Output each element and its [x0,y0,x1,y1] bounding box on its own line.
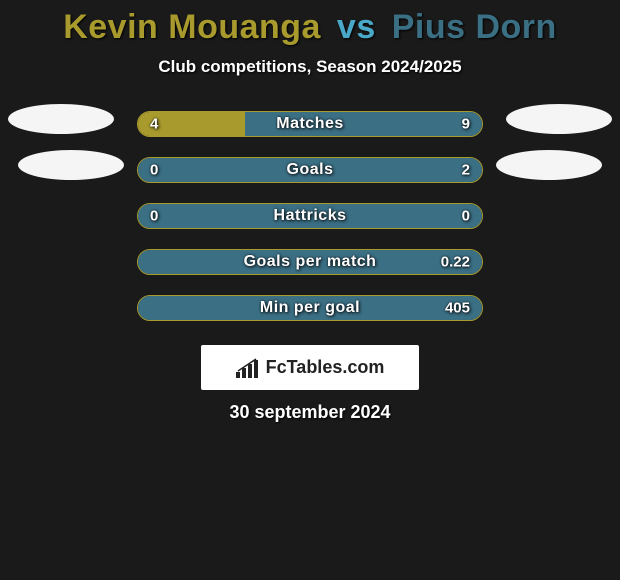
stat-value-right: 405 [445,300,470,317]
stat-row: Min per goal 405 [0,285,620,331]
stat-value-right: 0 [462,208,470,225]
date-text: 30 september 2024 [0,402,620,423]
stat-value-left: 0 [150,162,158,179]
stat-value-left: 4 [150,116,158,133]
avatar [8,104,114,134]
stat-label: Hattricks [274,207,347,225]
stat-bar: Matches 4 9 [137,111,483,137]
stat-bar: Goals 0 2 [137,157,483,183]
title-vs: vs [337,8,376,46]
brand-text: FcTables.com [266,357,385,378]
stat-rows: Matches 4 9 Goals 0 2 Hattricks 0 0 Goals per mat… [0,101,620,331]
stat-bar: Min per goal 405 [137,295,483,321]
stat-value-right: 9 [462,116,470,133]
stat-value-right: 0.22 [441,254,470,271]
page-title: Kevin Mouanga vs Pius Dorn [0,8,620,47]
stat-bar: Hattricks 0 0 [137,203,483,229]
stat-row: Hattricks 0 0 [0,193,620,239]
avatar [506,104,612,134]
stat-row: Goals 0 2 [0,147,620,193]
stat-row: Goals per match 0.22 [0,239,620,285]
stat-value-left: 0 [150,208,158,225]
player2-name: Pius Dorn [392,8,557,46]
avatar [18,150,124,180]
stat-row: Matches 4 9 [0,101,620,147]
brand-badge: FcTables.com [201,345,419,390]
stat-label: Min per goal [260,299,360,317]
avatar [496,150,602,180]
stat-label: Goals [287,161,334,179]
stat-label: Goals per match [244,253,377,271]
chart-icon [236,358,260,378]
stat-label: Matches [276,115,344,133]
player1-name: Kevin Mouanga [63,8,321,46]
stat-bar: Goals per match 0.22 [137,249,483,275]
stat-value-right: 2 [462,162,470,179]
subtitle: Club competitions, Season 2024/2025 [0,57,620,77]
comparison-infographic: Kevin Mouanga vs Pius Dorn Club competit… [0,0,620,423]
